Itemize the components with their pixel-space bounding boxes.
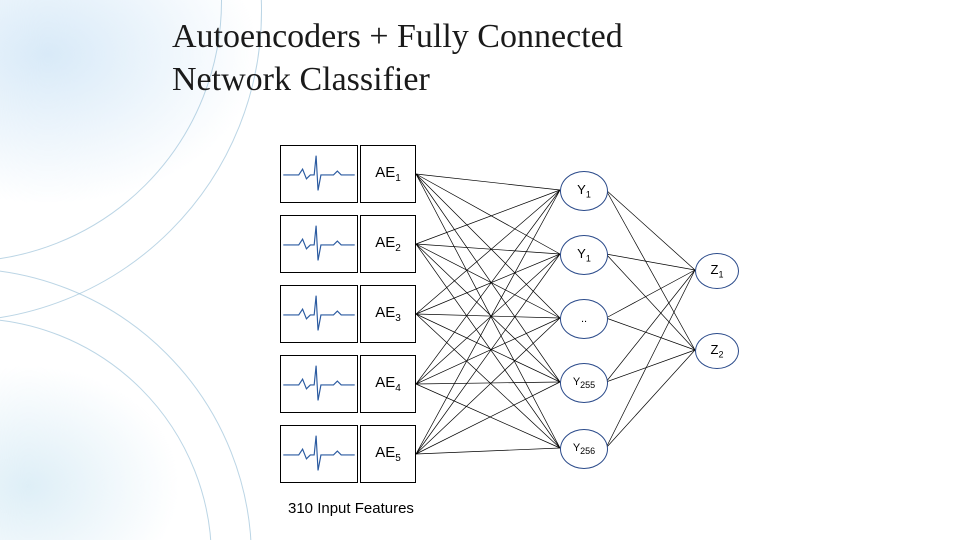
ecg-thumb [280, 355, 358, 413]
y-label: Y [577, 246, 586, 261]
ae-label: AE [375, 374, 395, 391]
y-label: .. [581, 313, 587, 325]
z-sub: 2 [718, 350, 723, 360]
features-caption: 310 Input Features [288, 500, 414, 517]
ae-box: AE1 [360, 145, 416, 203]
ae-box: AE2 [360, 215, 416, 273]
ae-box: AE4 [360, 355, 416, 413]
ae-sub: 4 [395, 383, 401, 394]
ae-sub: 3 [395, 313, 401, 324]
ecg-column [280, 145, 358, 495]
y-node-ellipsis: .. [560, 299, 608, 339]
ae-column: AE1 AE2 AE3 AE4 AE5 [360, 145, 416, 495]
ae-box: AE3 [360, 285, 416, 343]
ecg-thumb [280, 145, 358, 203]
y-node: Y255 [560, 363, 608, 403]
z-node: Z2 [695, 333, 739, 369]
y-label: Y [577, 182, 586, 197]
ecg-thumb [280, 285, 358, 343]
ecg-thumb [280, 425, 358, 483]
y-sub: 255 [580, 380, 595, 390]
y-sub: 256 [580, 446, 595, 456]
y-node: Y1 [560, 171, 608, 211]
ae-sub: 2 [395, 243, 401, 254]
network-diagram: AE1 AE2 AE3 AE4 AE5 Y1 Y1 .. Y255 Y256 Z… [0, 0, 960, 540]
y-node: Y1 [560, 235, 608, 275]
ae-sub: 1 [395, 173, 401, 184]
z-sub: 1 [718, 270, 723, 280]
ae-label: AE [375, 304, 395, 321]
ae-box: AE5 [360, 425, 416, 483]
ae-label: AE [375, 444, 395, 461]
z-node: Z1 [695, 253, 739, 289]
y-sub: 1 [586, 190, 591, 200]
ecg-thumb [280, 215, 358, 273]
ae-label: AE [375, 234, 395, 251]
ae-sub: 5 [395, 453, 401, 464]
y-sub: 1 [586, 254, 591, 264]
ae-label: AE [375, 164, 395, 181]
y-node: Y256 [560, 429, 608, 469]
